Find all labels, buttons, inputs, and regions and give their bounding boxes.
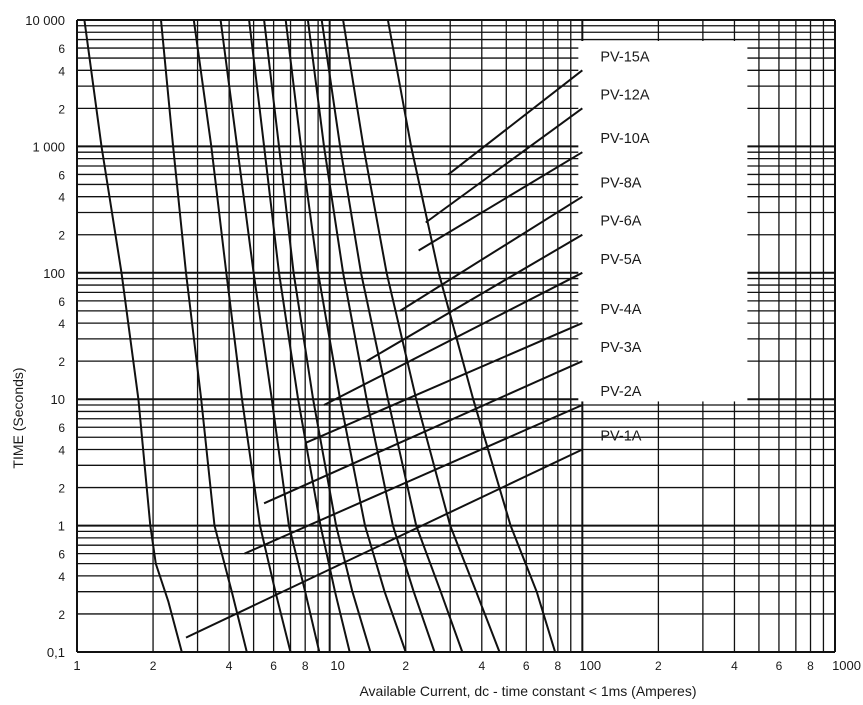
leader-line-pv-5a — [323, 271, 583, 406]
curve-pv-8a — [284, 19, 407, 653]
leader-line-pv-12a — [425, 107, 583, 224]
x-tick-label: 2 — [150, 659, 157, 673]
tick-labels: 1 2 4 6 8 10 2 4 6 8 100 2 4 6 8 1000 0,1 2 4 6 1 2 4 6 10 2 4 6 100… — [25, 13, 861, 673]
curve-pv-10a — [306, 19, 436, 653]
leader-line-pv-6a — [366, 233, 583, 363]
y-tick-label: 2 — [58, 608, 65, 622]
legend-label-pv-10a: PV-10A — [600, 131, 649, 147]
leader-line-pv-2a — [244, 404, 583, 555]
x-tick-label: 10 — [330, 658, 344, 673]
y-tick-label: 6 — [58, 548, 65, 562]
x-tick-label: 1 — [73, 658, 80, 673]
x-tick-label: 1000 — [832, 658, 861, 673]
x-tick-label: 4 — [226, 659, 233, 673]
x-axis-title: Available Current, dc - time constant < … — [359, 683, 696, 699]
legend-box — [578, 41, 748, 402]
y-tick-label: 0,1 — [47, 645, 65, 660]
y-tick-label: 4 — [58, 64, 65, 78]
x-tick-label: 6 — [270, 659, 277, 673]
legend-label-pv-5a: PV-5A — [600, 252, 641, 268]
y-tick-label: 6 — [58, 168, 65, 182]
x-tick-label: 8 — [555, 659, 562, 673]
y-tick-label: 2 — [58, 355, 65, 369]
x-tick-label: 100 — [579, 658, 601, 673]
x-tick-label: 4 — [731, 659, 738, 673]
y-tick-label: 100 — [43, 266, 65, 281]
y-tick-label: 4 — [58, 570, 65, 584]
legend-label-pv-12a: PV-12A — [600, 87, 649, 103]
curve-pv-5a — [248, 19, 351, 653]
y-tick-label: 4 — [58, 443, 65, 457]
legend-label-pv-2a: PV-2A — [600, 384, 641, 400]
curve-pv-15a — [342, 19, 501, 653]
legend-label-pv-8a: PV-8A — [600, 176, 641, 192]
y-tick-label: 4 — [58, 191, 65, 205]
curve-pv-4a — [219, 19, 321, 653]
leader-line-pv-15a — [447, 69, 583, 176]
x-tick-label: 2 — [402, 659, 409, 673]
x-tick-label: 2 — [655, 659, 662, 673]
y-axis-title: TIME (Seconds) — [10, 367, 26, 468]
y-tick-label: 2 — [58, 102, 65, 116]
y-tick-label: 2 — [58, 229, 65, 243]
x-tick-label: 8 — [302, 659, 309, 673]
curves — [83, 19, 557, 653]
x-tick-label: 4 — [478, 659, 485, 673]
curve-pv-3a — [192, 19, 292, 653]
x-tick-label: 6 — [776, 659, 783, 673]
legend-label-pv-6a: PV-6A — [600, 214, 641, 230]
leader-line-pv-1a — [185, 448, 583, 639]
leader-line-pv-4a — [304, 322, 583, 444]
legend-label-pv-1a: PV-1A — [600, 428, 641, 444]
leader-line-pv-10a — [418, 151, 583, 252]
legend-panel — [578, 41, 748, 402]
y-tick-label: 1 000 — [32, 139, 65, 154]
x-tick-label: 8 — [807, 659, 814, 673]
y-tick-label: 10 — [51, 392, 65, 407]
curve-pv-1a — [83, 19, 183, 653]
curve-pv-2a — [160, 19, 248, 653]
y-tick-label: 6 — [58, 421, 65, 435]
curve-unlabeled — [386, 19, 557, 653]
y-tick-label: 1 — [58, 519, 65, 534]
curve-pv-6a — [263, 19, 372, 653]
leader-line-pv-3a — [263, 360, 583, 505]
legend-label-pv-15a: PV-15A — [600, 49, 649, 65]
y-tick-label: 6 — [58, 42, 65, 56]
y-tick-label: 4 — [58, 317, 65, 331]
legend-label-pv-4a: PV-4A — [600, 302, 641, 318]
legend-label-pv-3a: PV-3A — [600, 340, 641, 356]
x-tick-label: 6 — [523, 659, 530, 673]
curve-pv-12a — [320, 19, 464, 653]
y-tick-label: 2 — [58, 482, 65, 496]
y-tick-label: 10 000 — [25, 13, 65, 28]
legend: PV-15A PV-12A PV-10A PV-8A PV-6A PV-5A PV-4A PV… — [600, 49, 649, 444]
leader-lines — [185, 69, 583, 639]
leader-line-pv-8a — [399, 195, 583, 312]
y-tick-label: 6 — [58, 295, 65, 309]
